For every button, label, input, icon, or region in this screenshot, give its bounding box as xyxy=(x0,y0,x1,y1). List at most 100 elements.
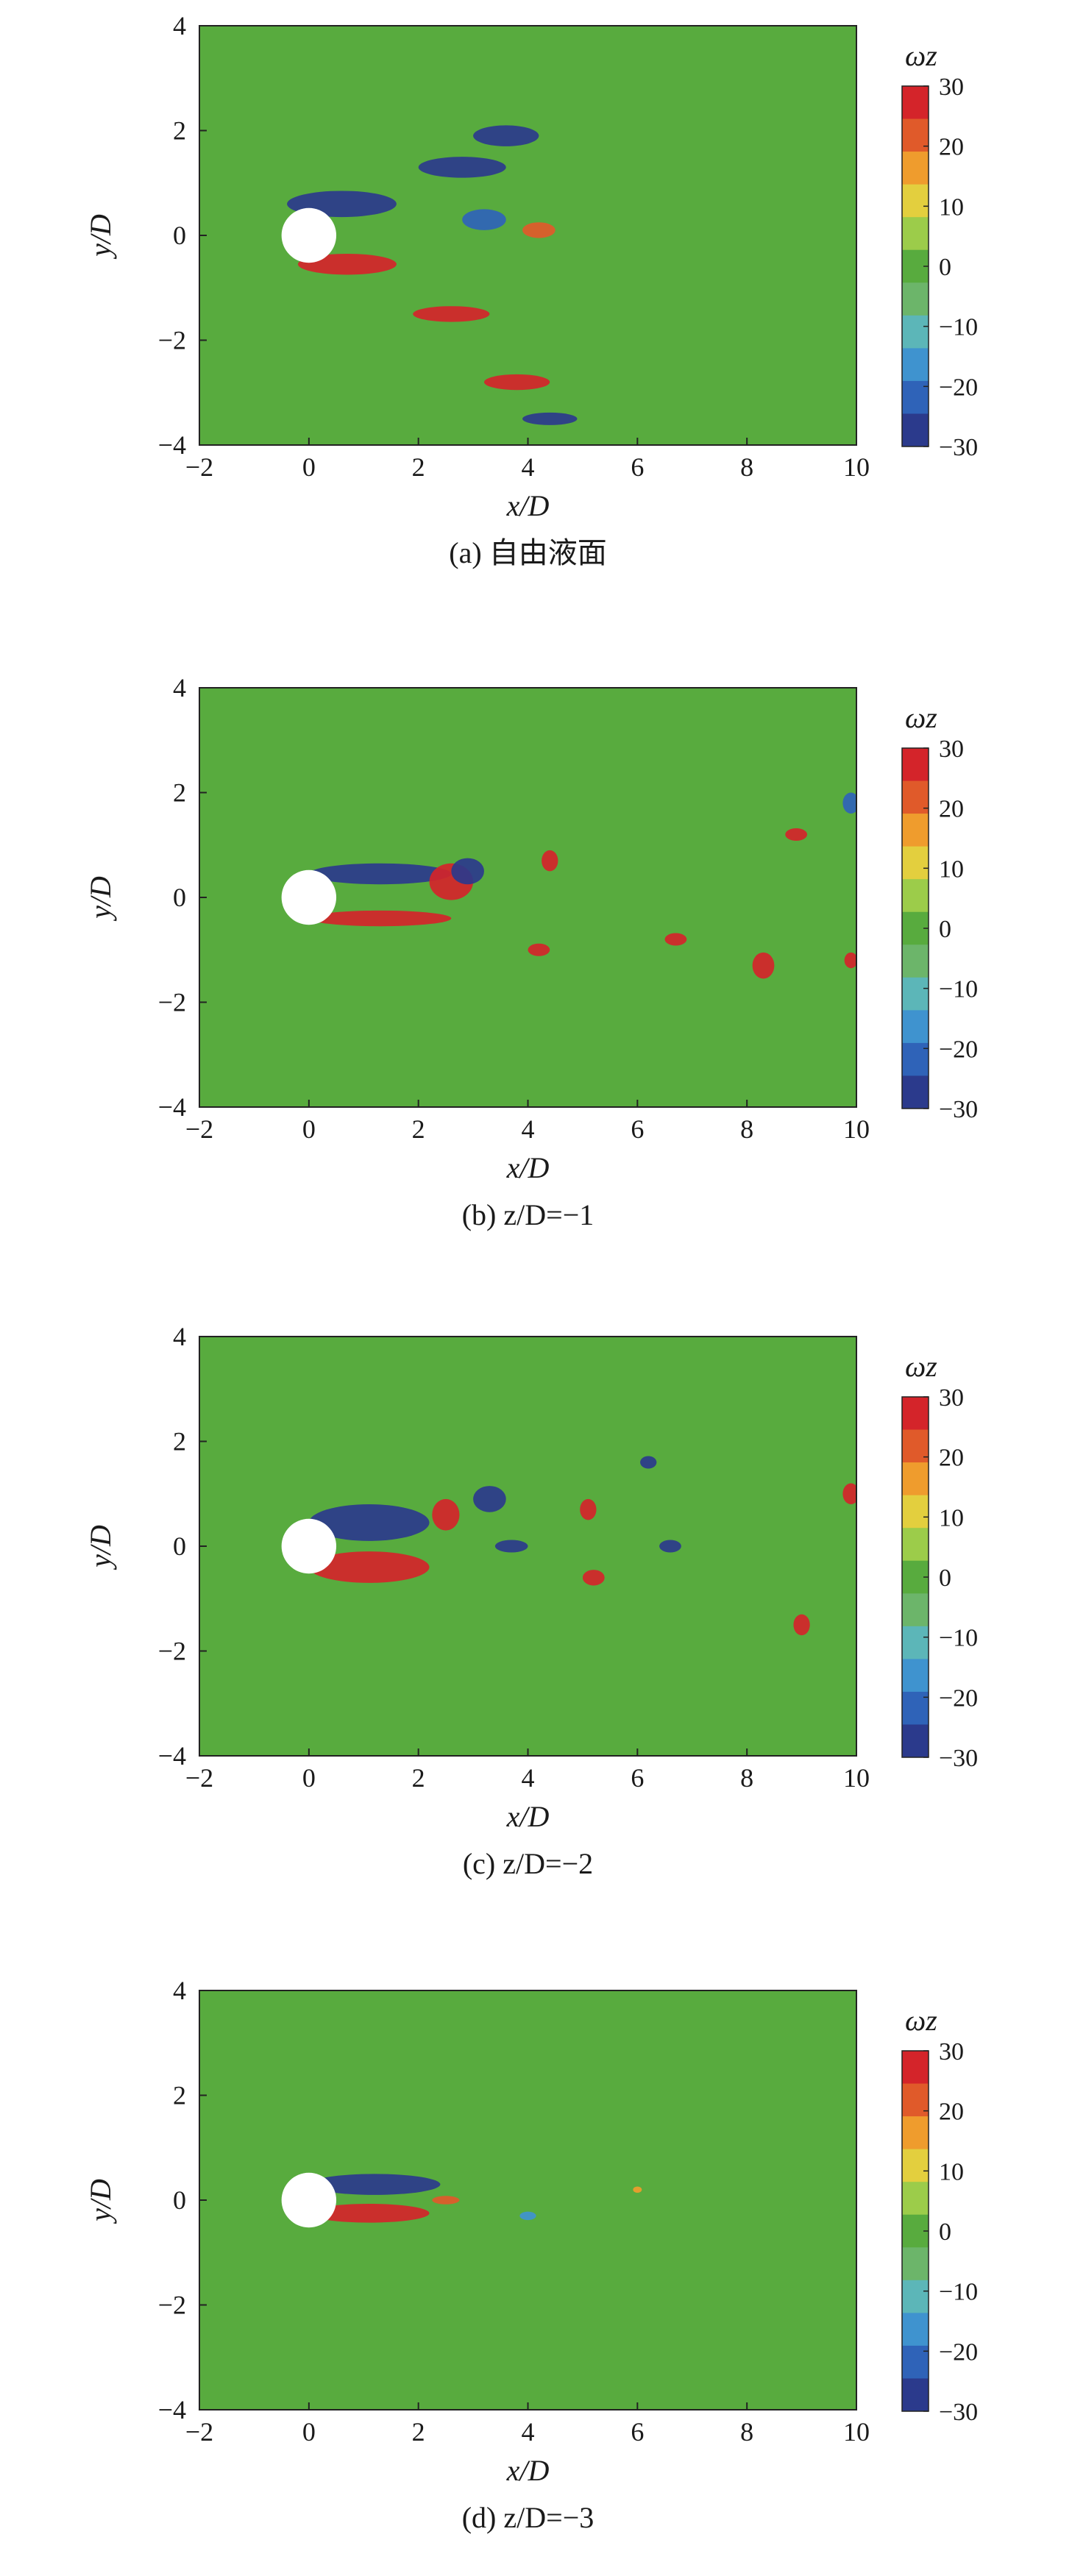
vortex-patch xyxy=(473,1486,506,1512)
x-tick-label: 2 xyxy=(412,1763,425,1793)
colorbar-segment xyxy=(902,2378,929,2412)
x-tick-label: 8 xyxy=(740,2417,753,2447)
colorbar-segment xyxy=(902,2051,929,2085)
colorbar-tick-label: −20 xyxy=(939,374,978,401)
colorbar-tick-label: 20 xyxy=(939,1445,964,1472)
colorbar-tick-label: −10 xyxy=(939,976,978,1003)
vortex-patch xyxy=(844,952,856,969)
colorbar-tick-label: 30 xyxy=(939,1384,964,1412)
x-tick-label: 2 xyxy=(412,2417,425,2447)
x-tick-label: 2 xyxy=(412,1114,425,1144)
y-tick-label: 4 xyxy=(173,1976,186,2005)
colorbar-tick-label: 10 xyxy=(939,1504,964,1531)
colorbar-tick-label: 0 xyxy=(939,2219,951,2246)
vortex-patch xyxy=(522,412,578,425)
colorbar-tick-label: 10 xyxy=(939,2158,964,2185)
colorbar-segment xyxy=(902,1593,929,1627)
vortex-patch xyxy=(308,1504,430,1541)
colorbar-segment xyxy=(902,118,929,152)
x-tick-label: −2 xyxy=(185,452,213,482)
colorbar-segment xyxy=(902,86,929,120)
vortex-patch xyxy=(785,828,808,842)
vortex-patch xyxy=(842,792,856,814)
vortex-patch xyxy=(752,952,775,979)
y-tick-label: 4 xyxy=(173,11,186,40)
x-tick-label: 6 xyxy=(631,2417,644,2447)
vortex-patch xyxy=(659,1540,681,1553)
colorbar-tick-label: −30 xyxy=(939,1096,978,1123)
vortex-patch xyxy=(473,125,539,146)
y-axis-label: y/D xyxy=(84,214,117,260)
vortex-patch xyxy=(308,2203,430,2223)
x-tick-label: 10 xyxy=(843,1114,870,1144)
y-tick-label: 2 xyxy=(173,2081,186,2110)
colorbar-segment xyxy=(902,2280,929,2313)
y-tick-label: 2 xyxy=(173,778,186,808)
colorbar-tick-label: 30 xyxy=(939,74,964,101)
x-tick-label: 10 xyxy=(843,452,870,482)
vortex-patch xyxy=(522,222,556,238)
colorbar-segment xyxy=(902,1495,929,1529)
x-tick-label: 0 xyxy=(302,1763,316,1793)
colorbar-segment xyxy=(902,2083,929,2117)
colorbar-segment xyxy=(902,217,929,251)
x-axis-label: x/D xyxy=(506,1800,550,1833)
colorbar-segment xyxy=(902,814,929,847)
colorbar-label: ωz xyxy=(905,1350,937,1383)
colorbar-segment xyxy=(902,413,929,447)
colorbar-label: ωz xyxy=(905,2004,937,2037)
vortex-patch xyxy=(308,2174,441,2195)
x-tick-label: 8 xyxy=(740,452,753,482)
colorbar-segment xyxy=(902,315,929,349)
y-tick-label: −2 xyxy=(158,2291,186,2320)
x-tick-label: 4 xyxy=(522,1114,535,1144)
x-tick-label: 10 xyxy=(843,2417,870,2447)
panel-caption: (d) z/D=−3 xyxy=(462,2501,595,2534)
vorticity-field xyxy=(308,2174,642,2223)
colorbar-segment xyxy=(902,152,929,185)
y-axis-label: y/D xyxy=(84,2179,117,2224)
cylinder xyxy=(281,207,337,263)
x-tick-label: 10 xyxy=(843,1763,870,1793)
y-axis-label: y/D xyxy=(84,876,117,922)
panel-caption: (b) z/D=−1 xyxy=(462,1198,595,1231)
colorbar-tick-label: 30 xyxy=(939,2038,964,2066)
x-axis-label: x/D xyxy=(506,1151,550,1184)
colorbar-segment xyxy=(902,1397,929,1431)
colorbar-tick-label: −20 xyxy=(939,2338,978,2366)
colorbar-segment xyxy=(902,1659,929,1693)
colorbar-segment xyxy=(902,1528,929,1562)
colorbar-tick-label: −30 xyxy=(939,434,978,461)
colorbar-tick-label: 0 xyxy=(939,916,951,943)
colorbar-segment xyxy=(902,1075,929,1109)
x-tick-label: −2 xyxy=(185,1114,213,1144)
y-tick-label: −2 xyxy=(158,1637,186,1666)
vortex-patch xyxy=(528,943,550,956)
colorbar-tick-label: 10 xyxy=(939,855,964,883)
y-tick-label: 4 xyxy=(173,1322,186,1351)
colorbar-tick-label: −30 xyxy=(939,2399,978,2426)
x-tick-label: 0 xyxy=(302,1114,316,1144)
y-tick-label: 0 xyxy=(173,221,186,250)
colorbar-segment xyxy=(902,977,929,1011)
x-tick-label: 0 xyxy=(302,2417,316,2447)
colorbar-tick-label: −30 xyxy=(939,1745,978,1772)
vortex-patch xyxy=(462,209,506,230)
vortex-patch xyxy=(640,1456,657,1469)
vortex-patch xyxy=(451,858,484,885)
colorbar-segment xyxy=(902,1429,929,1463)
vortex-patch xyxy=(308,1551,430,1583)
colorbar-tick-label: −10 xyxy=(939,1625,978,1652)
colorbar-segment xyxy=(902,846,929,880)
colorbar-tick-label: 20 xyxy=(939,2099,964,2126)
colorbar-segment xyxy=(902,1724,929,1758)
vortex-patch xyxy=(432,1498,460,1531)
x-tick-label: 6 xyxy=(631,1114,644,1144)
x-axis-label: x/D xyxy=(506,2454,550,2487)
vortex-patch xyxy=(418,157,506,178)
y-tick-label: −4 xyxy=(158,1092,186,1122)
y-tick-label: 2 xyxy=(173,116,186,146)
